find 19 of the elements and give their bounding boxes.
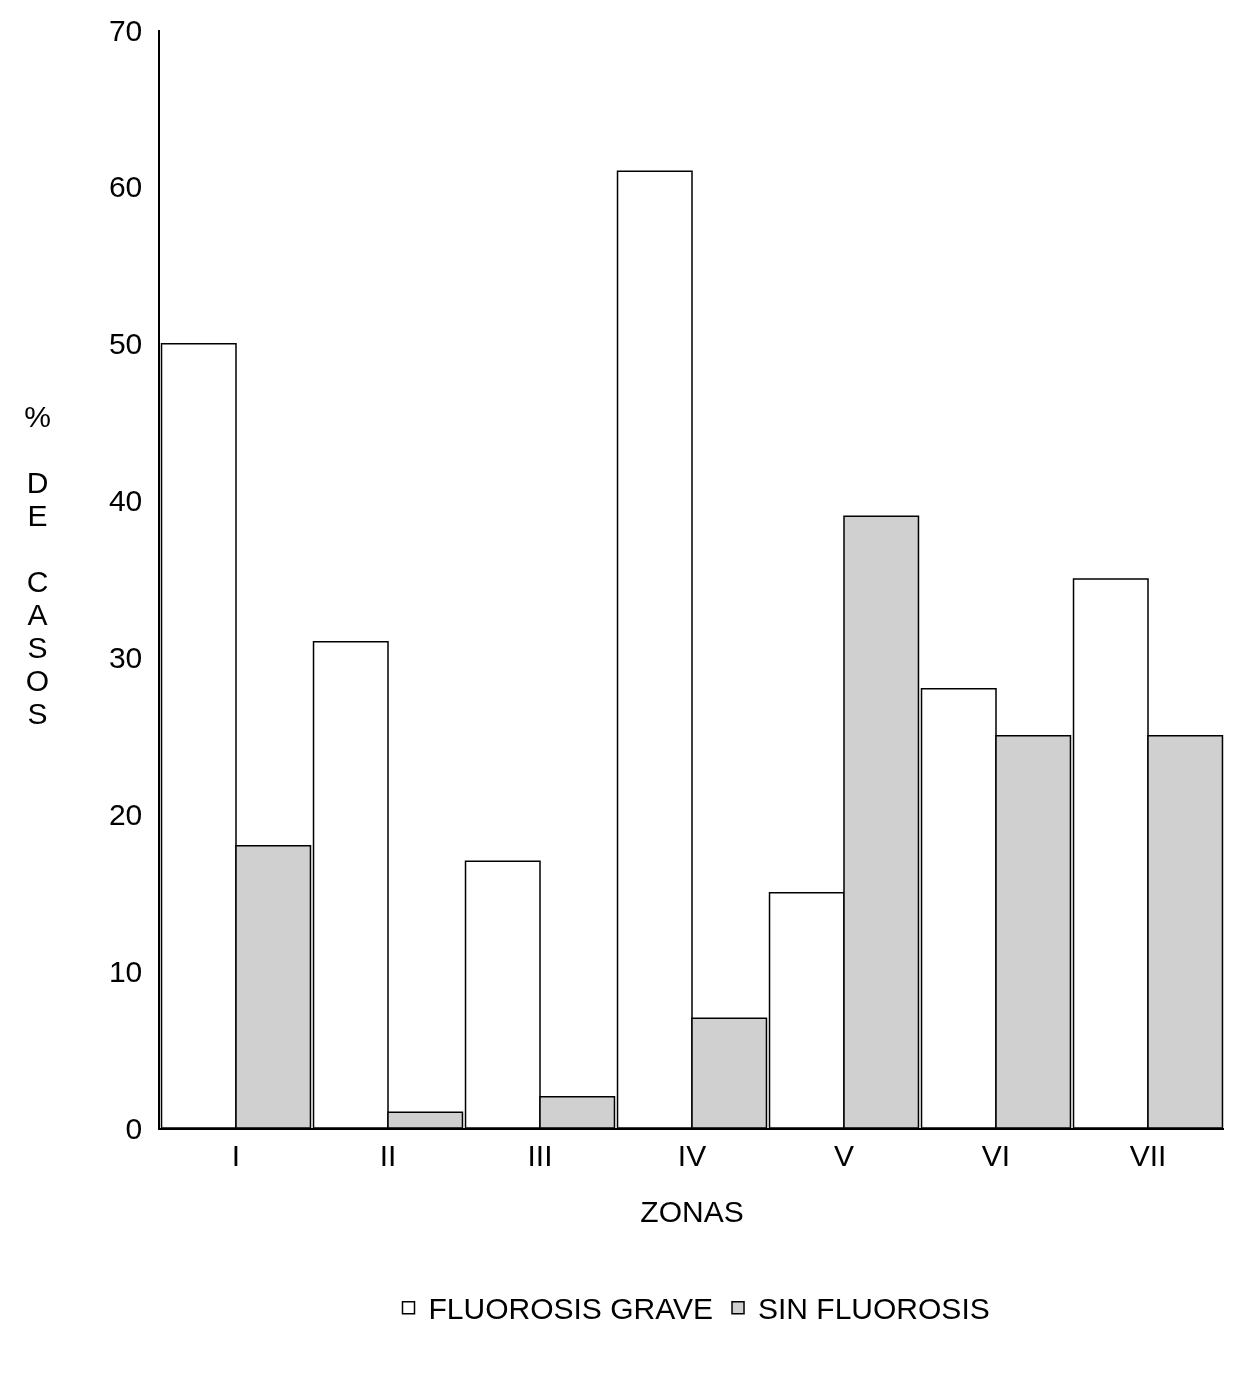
y-tick-label: 30 [108,640,143,674]
x-tick-label: V [833,1138,855,1172]
y-tick-label: 70 [108,13,143,47]
legend-label: FLUOROSIS GRAVE [428,1292,714,1326]
x-tick-label: III [527,1138,553,1172]
x-tick-label: IV [677,1138,707,1172]
y-tick-label: 10 [108,954,143,988]
y-tick-label: 0 [125,1111,143,1145]
y-tick-label: 50 [108,327,143,361]
y-tick-label: 60 [108,170,143,204]
x-tick-label: II [379,1138,397,1172]
y-tick-label: 20 [108,797,143,831]
y-axis-title: % DE CASOS [21,400,54,730]
x-tick-label: I [231,1138,241,1172]
legend-label: SIN FLUOROSIS [758,1292,990,1326]
y-tick-label: 40 [108,484,143,518]
x-tick-label: VII [1129,1138,1167,1172]
x-axis-title: ZONAS [640,1194,744,1228]
x-tick-label: VI [981,1138,1011,1172]
